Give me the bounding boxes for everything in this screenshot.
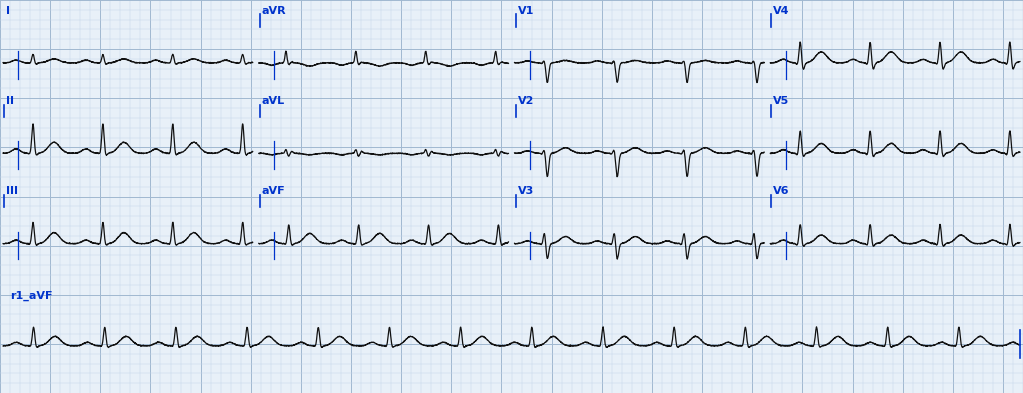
- Text: V5: V5: [773, 96, 790, 106]
- Text: I: I: [6, 6, 10, 16]
- Text: III: III: [6, 187, 18, 196]
- Text: V4: V4: [773, 6, 790, 16]
- Text: V6: V6: [773, 187, 790, 196]
- Text: V2: V2: [518, 96, 534, 106]
- Text: aVR: aVR: [262, 6, 286, 16]
- Text: V3: V3: [518, 187, 534, 196]
- Text: aVF: aVF: [262, 187, 285, 196]
- Text: aVL: aVL: [262, 96, 285, 106]
- Text: II: II: [6, 96, 14, 106]
- Text: r1_aVF: r1_aVF: [10, 290, 53, 301]
- Text: V1: V1: [518, 6, 534, 16]
